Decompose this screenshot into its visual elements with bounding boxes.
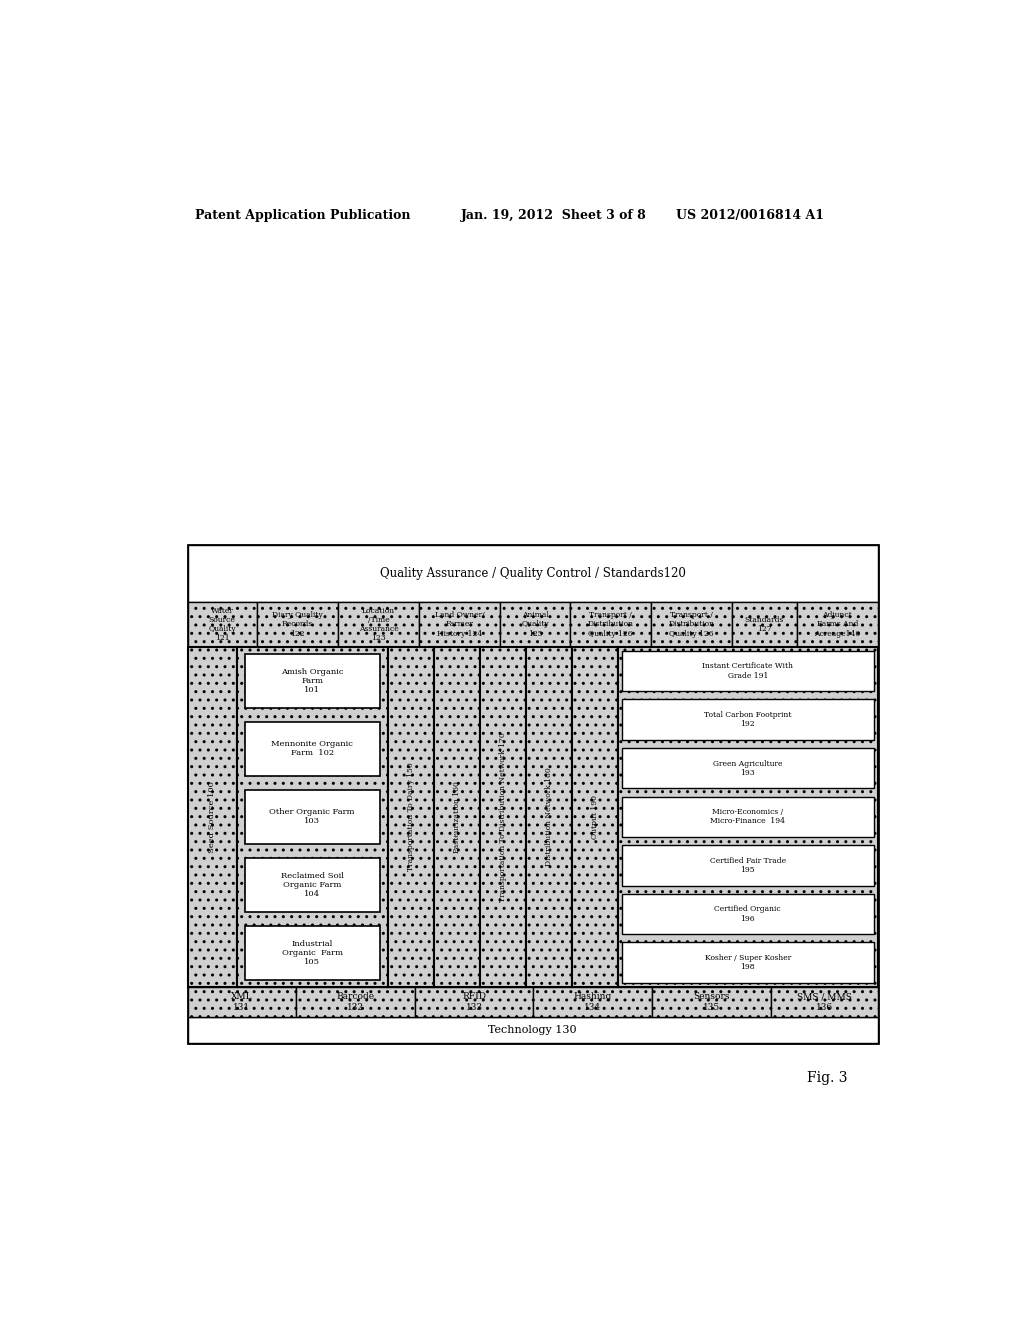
Text: Location
/Time
Assurance
123: Location /Time Assurance 123 [358,606,398,642]
Text: Diary Quality
Records
122: Diary Quality Records 122 [272,611,323,638]
Text: Transport /
Distribution
Quality 126: Transport / Distribution Quality 126 [669,611,715,638]
Text: Animal
Quality
125: Animal Quality 125 [521,611,549,638]
Bar [245,722,380,776]
Text: Certified Organic
196: Certified Organic 196 [715,906,781,923]
Bar [569,602,651,647]
Text: Instant Certificate With
Grade 191: Instant Certificate With Grade 191 [702,663,794,680]
Bar [771,987,878,1016]
Text: Technology 130: Technology 130 [488,1024,578,1035]
Bar [296,987,415,1016]
Bar [433,647,479,987]
Text: Green Agriculture
193: Green Agriculture 193 [713,759,782,776]
Text: Water
Source
Quality
121: Water Source Quality 121 [208,606,236,642]
Text: Pasteurization 160: Pasteurization 160 [453,781,461,853]
Text: Standards
127: Standards 127 [744,615,784,632]
Bar [797,602,878,647]
Text: US 2012/0016814 A1: US 2012/0016814 A1 [676,209,823,222]
Text: Industrial
Organic  Farm
105: Industrial Organic Farm 105 [282,940,343,966]
Bar [622,796,874,837]
Text: XML
131: XML 131 [231,993,253,1011]
Bar [187,1016,878,1043]
Bar [187,545,878,602]
Text: Amish Organic
Farm
101: Amish Organic Farm 101 [281,668,343,694]
Bar [652,987,771,1016]
Text: Micro-Economics /
Micro-Finance  194: Micro-Economics / Micro-Finance 194 [711,808,785,825]
Bar [622,748,874,788]
Bar [338,602,419,647]
Bar [501,602,569,647]
Bar [187,647,237,987]
Text: Jan. 19, 2012  Sheet 3 of 8: Jan. 19, 2012 Sheet 3 of 8 [461,209,647,222]
Bar [415,987,534,1016]
Text: Land Owner/
Farmer
History 124: Land Owner/ Farmer History 124 [435,611,484,638]
Text: Reclaimed Soil
Organic Farm
104: Reclaimed Soil Organic Farm 104 [281,871,344,898]
Bar [617,647,878,987]
Text: Seed Source 100: Seed Source 100 [208,781,216,853]
Bar [622,651,874,692]
Bar [237,647,387,987]
Bar [525,647,571,987]
Bar [622,700,874,739]
Bar [245,925,380,979]
Bar [534,987,652,1016]
Bar [245,789,380,843]
Text: Adjunct
Farms And
Acreage140: Adjunct Farms And Acreage140 [814,611,860,638]
Bar [245,858,380,912]
Text: SMS / MMS
136: SMS / MMS 136 [797,993,852,1011]
Text: Fig. 3: Fig. 3 [807,1072,847,1085]
Text: Hashing
134: Hashing 134 [573,993,612,1011]
Bar [622,845,874,886]
Text: Barcode
132: Barcode 132 [337,993,375,1011]
Bar [622,894,874,935]
Text: Total Carbon Footprint
192: Total Carbon Footprint 192 [705,711,792,729]
Text: Quality Assurance / Quality Control / Standards120: Quality Assurance / Quality Control / St… [380,566,686,579]
Text: Transportation To Distribution Network 170: Transportation To Distribution Network 1… [499,731,507,902]
Bar [245,653,380,708]
Bar [187,602,257,647]
Text: RFID
133: RFID 133 [462,993,486,1011]
Text: Sensors
135: Sensors 135 [693,993,729,1011]
Bar [651,602,732,647]
Text: Distribution Network 180: Distribution Network 180 [545,767,553,866]
Bar [187,545,878,1043]
Bar [732,602,797,647]
Bar [571,647,617,987]
Bar [419,602,501,647]
Text: Other Organic Farm
103: Other Organic Farm 103 [269,808,355,825]
Bar [187,987,296,1016]
Text: Certified Fair Trade
195: Certified Fair Trade 195 [710,857,785,874]
Bar [257,602,338,647]
Bar [622,942,874,983]
Bar [479,647,525,987]
Text: Transportation To Dairy 150: Transportation To Dairy 150 [407,763,415,871]
Text: Transport /
Distribution
Quality 126: Transport / Distribution Quality 126 [587,611,633,638]
Text: Mennonite Organic
Farm  102: Mennonite Organic Farm 102 [271,741,353,758]
Bar [387,647,433,987]
Text: Patent Application Publication: Patent Application Publication [196,209,411,222]
Text: Output 190: Output 190 [591,795,599,838]
Text: Kosher / Super Kosher
198: Kosher / Super Kosher 198 [705,954,791,972]
